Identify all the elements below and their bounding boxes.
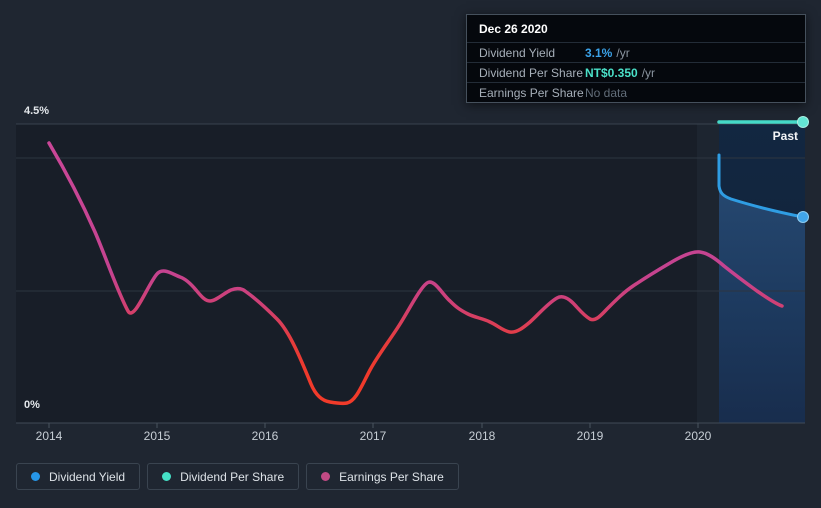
tooltip-row-dividend-per-share: Dividend Per Share NT$0.350 /yr bbox=[467, 62, 805, 82]
dividend-yield-dot-icon bbox=[31, 472, 40, 481]
dividend-per-share-endpoint-dot bbox=[797, 116, 809, 128]
legend-item-dividend-yield[interactable]: Dividend Yield bbox=[16, 463, 141, 490]
tooltip-date: Dec 26 2020 bbox=[479, 22, 548, 36]
earnings-per-share-line bbox=[47, 141, 784, 406]
year-2020-band bbox=[697, 124, 719, 423]
chart-tooltip: Dec 26 2020 Dividend Yield 3.1% /yr Divi… bbox=[466, 14, 806, 103]
tooltip-row-dividend-yield: Dividend Yield 3.1% /yr bbox=[467, 42, 805, 62]
tooltip-label: Dividend Per Share bbox=[479, 65, 584, 80]
legend-label: Earnings Per Share bbox=[339, 469, 444, 484]
x-axis-label-2020: 2020 bbox=[684, 429, 712, 443]
tooltip-value: NT$0.350 bbox=[585, 65, 638, 80]
tooltip-label: Earnings Per Share bbox=[479, 85, 584, 100]
x-axis-label-2019: 2019 bbox=[576, 429, 604, 443]
tooltip-label: Dividend Yield bbox=[479, 45, 556, 60]
x-axis-label-2017: 2017 bbox=[359, 429, 387, 443]
legend-item-dividend-per-share[interactable]: Dividend Per Share bbox=[147, 463, 300, 490]
tooltip-row-earnings-per-share: Earnings Per Share No data bbox=[467, 82, 805, 102]
y-axis-label-top: 4.5% bbox=[24, 105, 50, 117]
legend-label: Dividend Per Share bbox=[180, 469, 285, 484]
tooltip-value: 3.1% bbox=[585, 45, 613, 60]
x-axis-label-2015: 2015 bbox=[143, 429, 171, 443]
legend-item-earnings-per-share[interactable]: Earnings Per Share bbox=[306, 463, 459, 490]
dividend-per-share-dot-icon bbox=[162, 472, 172, 481]
tooltip-value-suffix: /yr bbox=[641, 65, 656, 80]
y-axis-label-bottom: 0% bbox=[24, 399, 40, 411]
dividend-yield-area bbox=[719, 155, 805, 423]
dividend-yield-line bbox=[717, 153, 805, 219]
past-region-label: Past bbox=[772, 129, 798, 143]
tooltip-value: No data bbox=[585, 85, 628, 100]
plot-background bbox=[16, 124, 805, 423]
earnings-per-share-dot-icon bbox=[321, 472, 331, 481]
x-axis-label-2014: 2014 bbox=[35, 429, 63, 443]
tooltip-value-suffix: /yr bbox=[616, 45, 630, 60]
x-axis-ticks bbox=[48, 423, 699, 428]
chart-legend: Dividend Yield Dividend Per Share Earnin… bbox=[16, 463, 459, 490]
dividend-yield-endpoint-dot bbox=[797, 211, 809, 223]
legend-label: Dividend Yield bbox=[49, 469, 126, 484]
x-axis-label-2016: 2016 bbox=[251, 429, 279, 443]
x-axis-label-2018: 2018 bbox=[468, 429, 496, 443]
